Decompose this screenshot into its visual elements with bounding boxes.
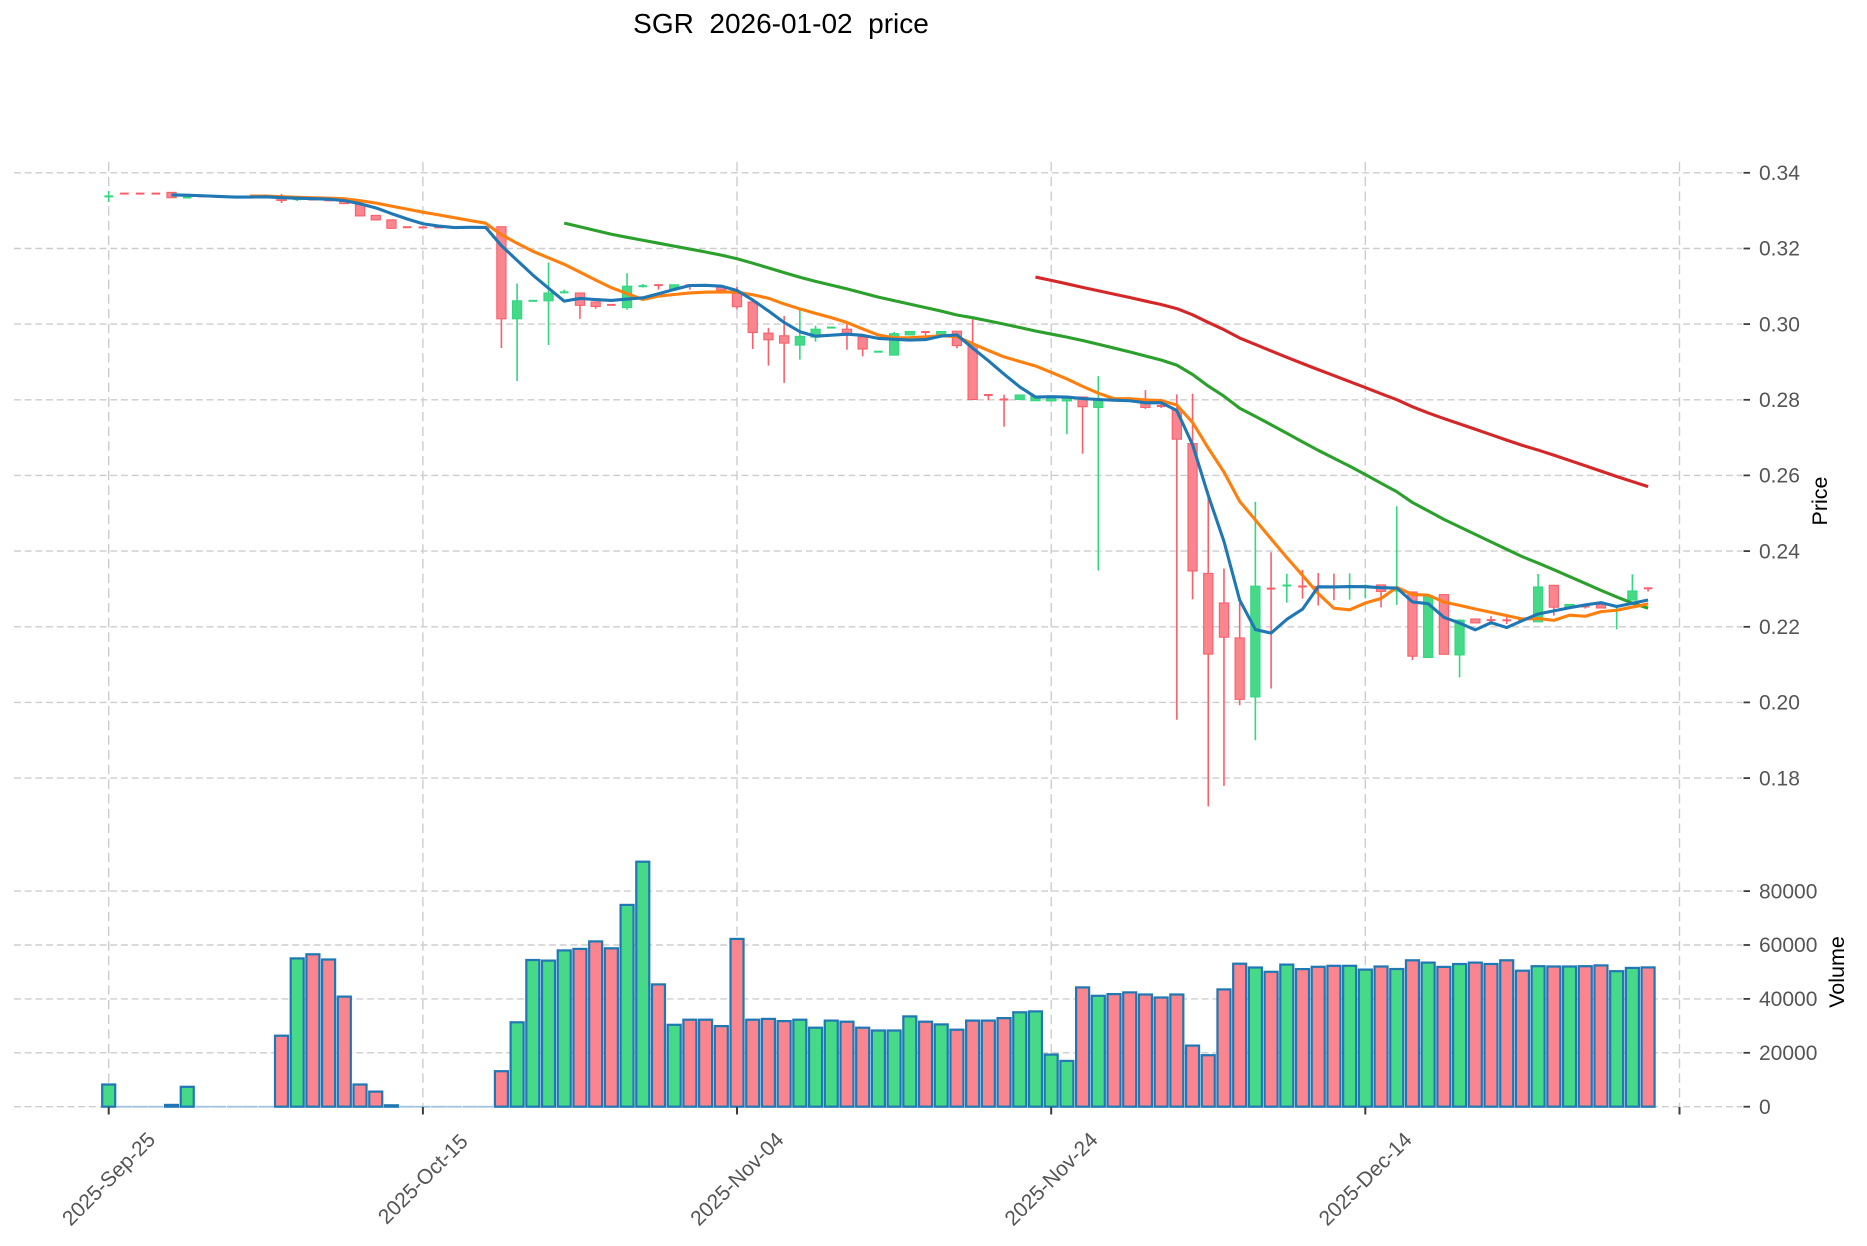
svg-text:60000: 60000 xyxy=(1759,934,1817,957)
svg-text:0.20: 0.20 xyxy=(1759,692,1800,715)
svg-text:0.28: 0.28 xyxy=(1759,389,1800,412)
svg-text:Price: Price xyxy=(1808,477,1832,526)
svg-text:20000: 20000 xyxy=(1759,1042,1817,1065)
svg-text:0.34: 0.34 xyxy=(1759,162,1800,185)
svg-text:0.26: 0.26 xyxy=(1759,465,1800,488)
svg-text:SGR 2026-01-02 price: SGR 2026-01-02 price xyxy=(633,8,929,39)
svg-text:Volume: Volume xyxy=(1825,936,1849,1008)
svg-text:0.24: 0.24 xyxy=(1759,540,1800,563)
svg-text:0.18: 0.18 xyxy=(1759,767,1800,790)
svg-text:80000: 80000 xyxy=(1759,880,1817,903)
svg-text:0.32: 0.32 xyxy=(1759,238,1800,261)
svg-text:0.22: 0.22 xyxy=(1759,616,1800,639)
svg-text:0: 0 xyxy=(1759,1096,1771,1119)
svg-text:40000: 40000 xyxy=(1759,988,1817,1011)
svg-text:0.30: 0.30 xyxy=(1759,313,1800,336)
